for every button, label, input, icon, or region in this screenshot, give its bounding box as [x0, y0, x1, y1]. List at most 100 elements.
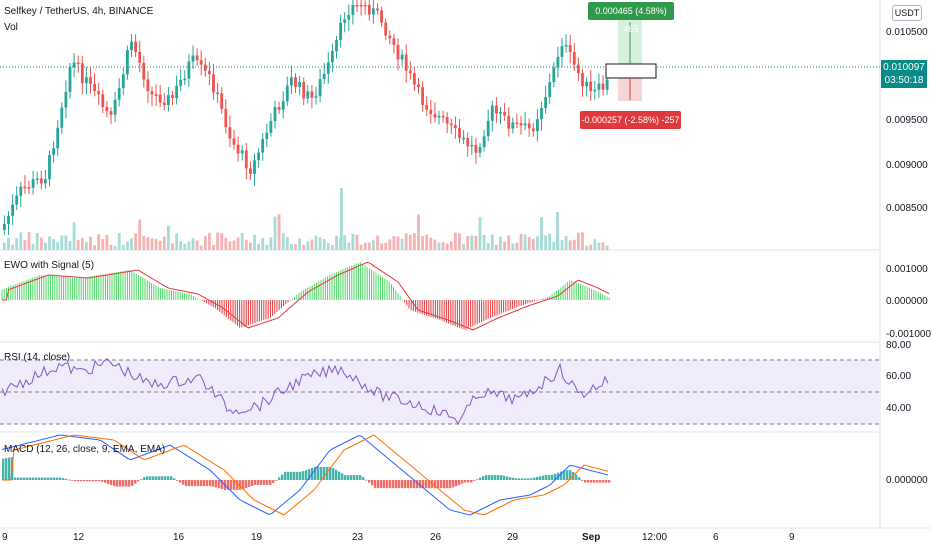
volume-bar [253, 234, 256, 250]
candle-countdown: 03:50:18 [884, 75, 924, 86]
time-axis-label: 23 [352, 532, 364, 543]
volume-bar [7, 237, 10, 250]
macd-histogram-bar [14, 477, 17, 480]
volume-bar [68, 240, 72, 250]
candle [277, 107, 281, 110]
ewo-axis-label: 0.001000 [886, 264, 928, 275]
macd-histogram-bar [239, 480, 242, 490]
candle [486, 120, 490, 137]
macd-histogram-bar [98, 480, 101, 482]
volume-bar [117, 232, 121, 250]
measure-up-label: 0.000465 (4.58%) 465 [588, 2, 674, 34]
volume-bar [363, 242, 367, 250]
candle [441, 115, 445, 118]
macd-histogram-bar [269, 480, 272, 485]
macd-histogram-bar [221, 480, 224, 490]
macd-histogram-bar [422, 480, 425, 489]
macd-histogram-bar [419, 480, 422, 489]
candle [228, 127, 232, 139]
volume-bar [376, 235, 379, 250]
time-axis-label: 9 [789, 532, 795, 543]
time-axis-label: 6 [713, 532, 719, 543]
macd-histogram-bar [203, 480, 206, 487]
candle [68, 67, 72, 92]
macd-histogram-bar [548, 475, 551, 480]
candle [433, 114, 437, 118]
candle [265, 132, 269, 140]
macd-histogram-bar [458, 480, 461, 485]
macd-histogram-bar [362, 476, 365, 480]
macd-histogram-bar [440, 480, 443, 489]
volume-bar [257, 243, 260, 250]
candle [392, 38, 396, 45]
macd-histogram-bar [509, 477, 512, 480]
candle [499, 112, 502, 114]
volume-bar [101, 239, 105, 250]
volume-bar [261, 238, 265, 250]
volume-bar [294, 244, 297, 250]
rsi-title: RSI (14, close) [4, 352, 71, 363]
macd-histogram-bar [536, 476, 539, 480]
macd-histogram-bar [251, 480, 254, 486]
time-axis-label: 26 [430, 532, 442, 543]
macd-histogram-bar [281, 474, 284, 480]
volume-bar [511, 243, 515, 250]
volume-bar [560, 240, 564, 250]
macd-histogram-bar [560, 471, 563, 480]
volume-bar [85, 242, 88, 250]
rsi-line [1, 358, 609, 425]
macd-histogram-bar [80, 480, 83, 482]
candle [331, 51, 334, 63]
candle [556, 56, 560, 68]
price-axis-label: 0.009500 [886, 115, 928, 126]
volume-bar [277, 214, 281, 250]
price-axis-label: 0.008500 [886, 203, 928, 214]
volume-bar [191, 238, 195, 250]
candle [540, 107, 543, 120]
volume-bar [265, 244, 269, 250]
candle [380, 10, 383, 23]
volume-bar [314, 235, 318, 250]
time-axis-label: 12 [73, 532, 85, 543]
macd-histogram-bar [323, 466, 326, 480]
currency-button[interactable]: USDT [892, 5, 922, 21]
macd-histogram-bar [521, 478, 524, 480]
macd-histogram-bar [545, 475, 548, 480]
volume-bar [39, 237, 43, 250]
volume-bar [340, 188, 343, 250]
candle [85, 77, 88, 84]
candle [408, 70, 412, 74]
volume-bar [228, 241, 232, 250]
volume-bar [318, 237, 322, 250]
macd-histogram-bar [341, 473, 344, 480]
macd-histogram-bar [161, 476, 164, 480]
candle [23, 186, 27, 189]
last-price-badge: 0.010097 03:50:18 [881, 60, 927, 88]
volume-bar [48, 236, 51, 250]
macd-histogram-bar [59, 477, 62, 480]
candle [511, 122, 515, 129]
candle [507, 115, 511, 129]
volume-bar [11, 244, 14, 250]
volume-bar [572, 239, 576, 250]
volume-bar [171, 243, 174, 250]
candle [146, 79, 150, 92]
candle [89, 77, 92, 84]
candle [568, 44, 572, 52]
macd-histogram-bar [395, 480, 398, 489]
volume-bar [331, 245, 334, 250]
volume-bar [548, 233, 552, 250]
volume-bar [372, 240, 375, 250]
candle [15, 195, 19, 205]
macd-histogram-bar [263, 480, 266, 485]
candle [310, 91, 314, 98]
macd-histogram-bar [278, 477, 281, 480]
macd-histogram-bar [155, 476, 158, 480]
candle [372, 8, 375, 15]
macd-histogram-bar [158, 476, 161, 480]
measure-box [605, 63, 657, 79]
candle [273, 107, 277, 122]
volume-bar [3, 242, 6, 250]
